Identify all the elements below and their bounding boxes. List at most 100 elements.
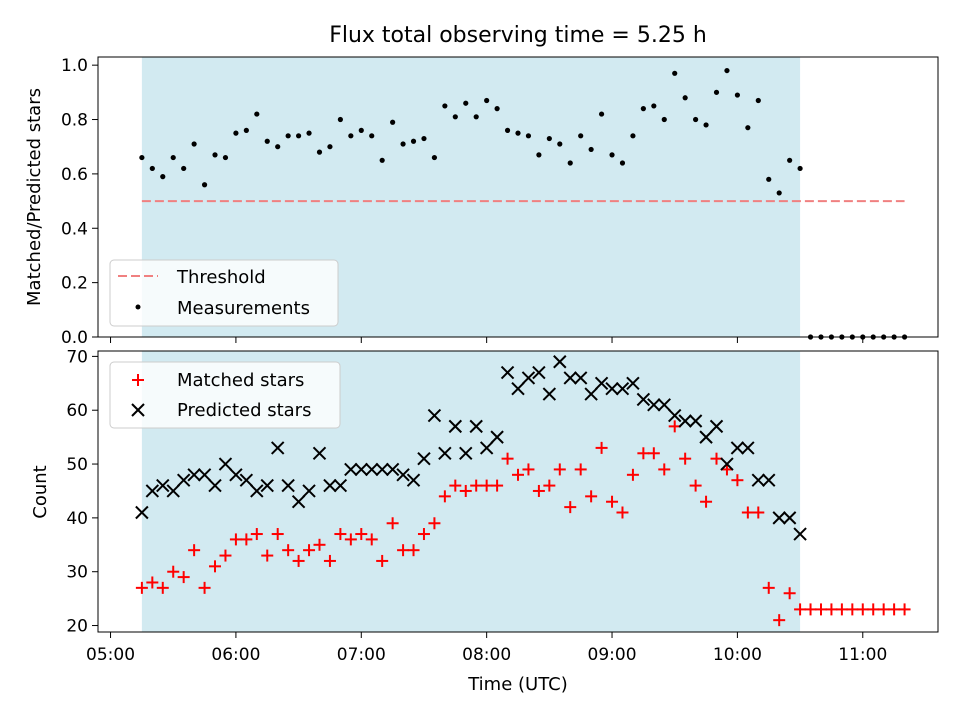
predicted-star-point	[626, 376, 640, 391]
legend-predicted-label: Predicted stars	[177, 400, 311, 421]
matched-star-point	[846, 603, 859, 616]
predicted-star-point	[521, 371, 536, 385]
measurement-point	[546, 135, 552, 142]
measurement-point	[672, 70, 678, 76]
predicted-star-point	[668, 408, 682, 423]
matched-star-point	[376, 554, 389, 567]
matched-star-point	[773, 614, 786, 627]
measurement-point	[243, 127, 249, 133]
predicted-star-point	[615, 381, 630, 396]
measurement-point	[160, 174, 166, 180]
count-x-ticks: 05:00 06:00 07:00 08:00 09:00 10:00 11:00	[86, 632, 887, 665]
y-tick-label: 70	[66, 347, 88, 367]
predicted-star-point	[291, 495, 306, 509]
measurement-point	[494, 106, 500, 112]
matched-star-point	[156, 581, 169, 594]
measurement-point	[295, 133, 302, 139]
predicted-star-point	[720, 457, 734, 471]
matched-star-point	[741, 506, 754, 519]
measurement-point	[233, 130, 239, 136]
ratio-x-ticks	[110, 337, 864, 343]
matched-star-point	[219, 549, 232, 562]
ratio-y-label: Matched/Predicted stars	[24, 88, 45, 306]
predicted-star-point	[187, 468, 201, 482]
matched-star-point	[323, 554, 336, 567]
measurement-point	[452, 114, 458, 120]
matched-star-point	[240, 533, 253, 546]
predicted-star-point	[647, 398, 661, 412]
predicted-star-point	[459, 446, 473, 460]
predicted-star-point	[145, 484, 160, 498]
matched-star-point	[898, 603, 911, 616]
predicted-stars-points	[135, 355, 807, 541]
matched-star-point	[700, 495, 713, 508]
matched-star-point	[637, 447, 650, 460]
count-legend: Matched stars Predicted stars	[109, 361, 341, 429]
predicted-star-point	[417, 451, 431, 466]
measurement-point	[776, 190, 782, 196]
matched-star-point	[595, 441, 608, 454]
predicted-star-point	[438, 446, 452, 460]
matched-star-point	[616, 506, 629, 519]
measurement-point	[410, 138, 417, 144]
measurement-point	[201, 182, 208, 188]
predicted-star-point	[782, 511, 797, 525]
y-tick-label: 50	[66, 455, 88, 475]
matched-star-point	[438, 490, 451, 503]
predicted-star-point	[197, 468, 212, 482]
predicted-star-point	[511, 381, 525, 396]
matched-star-point	[167, 565, 180, 578]
predicted-star-point	[239, 473, 254, 487]
measurement-point	[337, 116, 343, 123]
ratio-panel: 0.0 0.2 0.4 0.6 0.8 1.0 Matched/Predicted sta…	[24, 56, 939, 348]
matched-star-point	[825, 603, 838, 616]
matched-star-point	[877, 603, 890, 616]
matched-star-point	[522, 463, 535, 476]
matched-star-point	[491, 479, 504, 492]
predicted-star-point	[553, 355, 567, 369]
measurement-point	[316, 149, 323, 155]
measurement-point	[285, 133, 291, 139]
predicted-star-point	[793, 527, 807, 541]
predicted-star-point	[584, 387, 598, 401]
measurement-point	[369, 133, 375, 139]
measurement-point	[442, 103, 448, 109]
legend-predicted-swatch	[131, 403, 145, 417]
measurement-point	[567, 160, 573, 166]
predicted-star-point	[751, 473, 766, 487]
predicted-star-point	[323, 478, 337, 493]
measurement-point	[463, 100, 469, 106]
matched-star-point	[501, 452, 514, 465]
matched-star-point	[752, 506, 765, 519]
matched-star-point	[606, 495, 619, 508]
predicted-star-point	[229, 468, 243, 482]
legend-matched-label: Matched stars	[177, 370, 304, 391]
y-tick-label: 40	[66, 509, 88, 529]
matched-star-point	[334, 528, 347, 541]
matched-star-point	[397, 544, 410, 557]
predicted-star-point	[573, 371, 588, 385]
measurement-point	[797, 165, 803, 172]
matched-star-point	[564, 501, 577, 514]
measurement-point	[327, 144, 333, 150]
matched-star-point	[229, 533, 242, 546]
matched-star-point	[386, 517, 399, 530]
predicted-star-point	[344, 462, 358, 477]
matched-star-point	[731, 474, 744, 487]
measurement-point	[682, 95, 688, 101]
measurement-point	[766, 176, 772, 182]
measurement-point	[651, 103, 657, 109]
ratio-y-ticks: 0.0 0.2 0.4 0.6 0.8 1.0	[61, 56, 98, 348]
matched-star-point	[835, 603, 848, 616]
count-y-ticks: 20 30 40 50 60 70	[66, 347, 98, 637]
predicted-star-point	[490, 430, 504, 444]
matched-star-point	[585, 490, 598, 503]
measurement-point	[755, 97, 761, 104]
measurement-point	[693, 116, 699, 123]
measurement-point	[619, 160, 626, 166]
y-tick-label: 60	[66, 401, 88, 421]
predicted-star-point	[730, 441, 745, 455]
x-tick-label: 09:00	[588, 645, 637, 665]
measurement-point	[724, 67, 730, 74]
